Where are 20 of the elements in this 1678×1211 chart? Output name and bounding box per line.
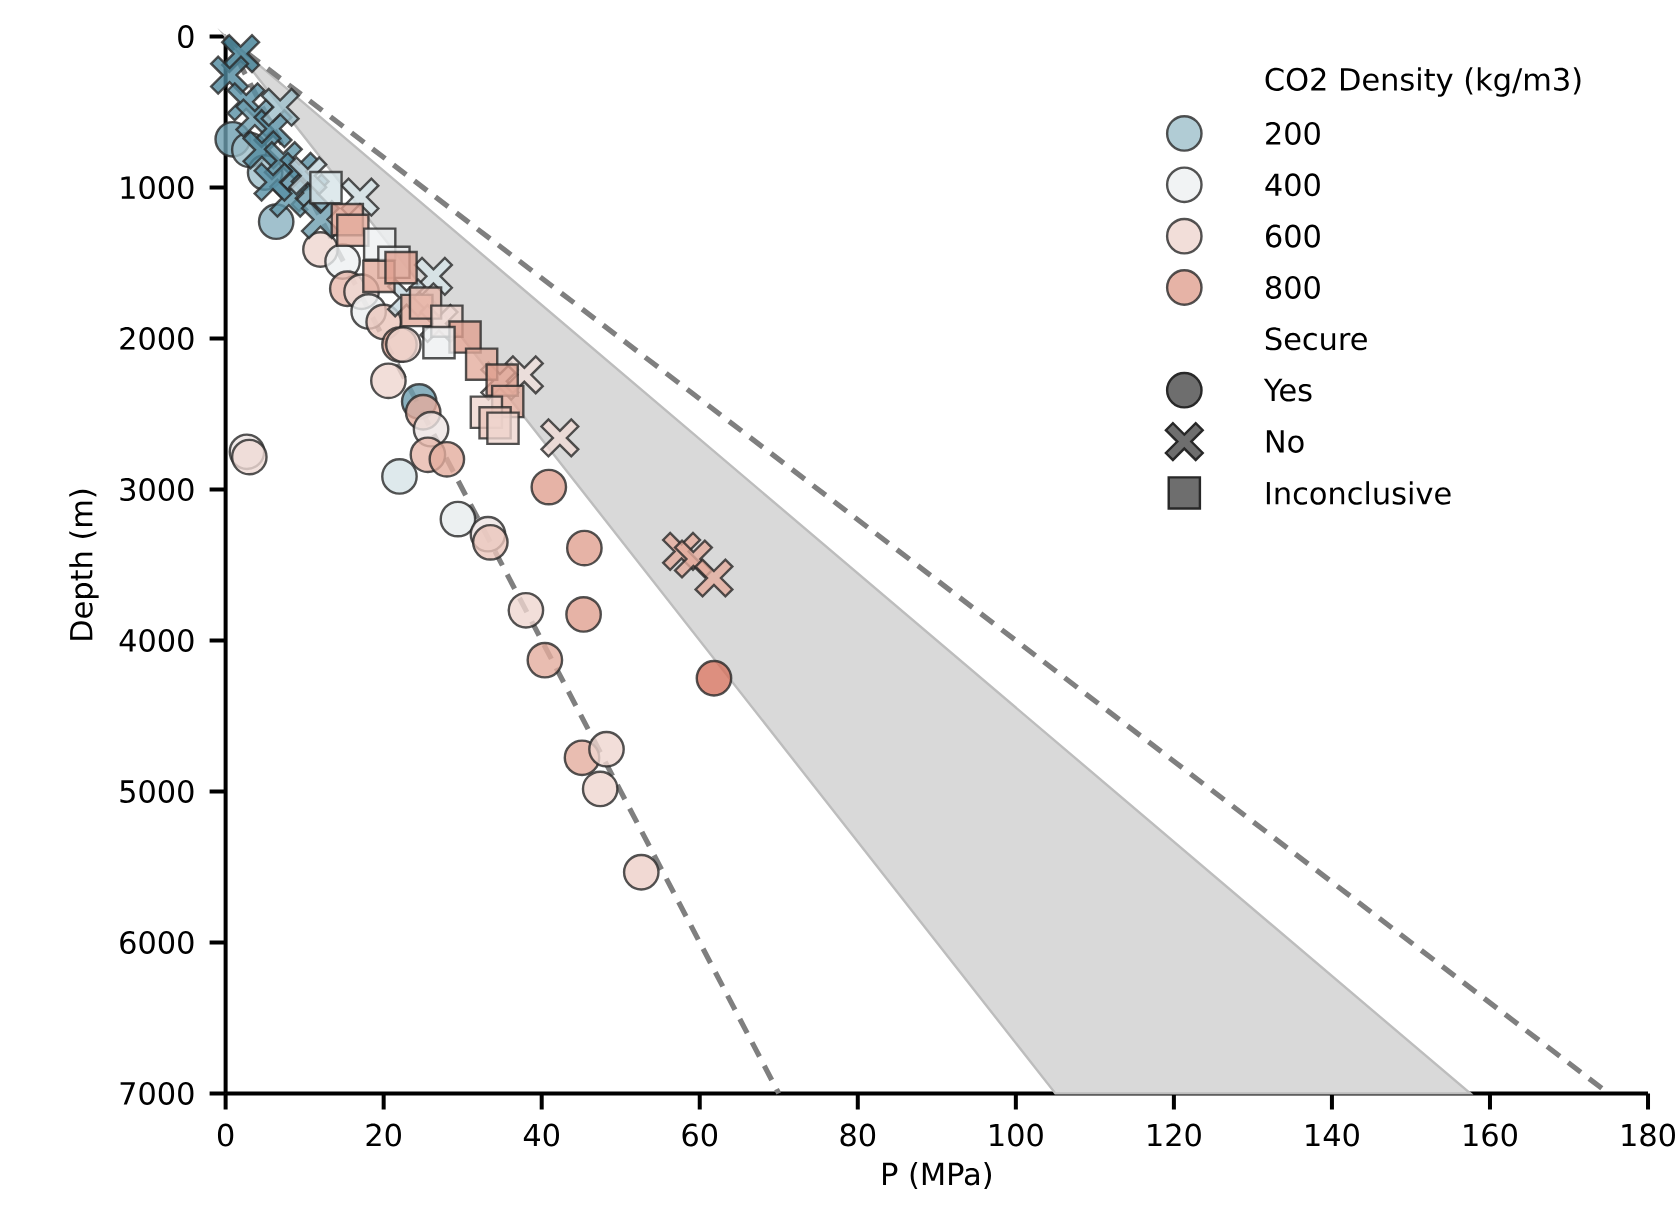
y-tick-label: 4000 [119, 628, 194, 653]
y-tick-label: 7000 [120, 1081, 194, 1105]
x-tick-label: 0 [217, 1123, 234, 1147]
x-axis-title: P (MPa) [883, 1161, 992, 1190]
x-tick-label: 180 [1622, 1123, 1675, 1147]
x-tick-label: 100 [990, 1123, 1043, 1147]
y-tick-label: 2000 [120, 327, 194, 351]
x-tick-label: 120 [1148, 1123, 1201, 1147]
y-tick-label: 0 [178, 25, 194, 49]
y-tick-label: 5000 [120, 779, 194, 803]
y-tick-label: 1000 [121, 176, 194, 200]
x-tick-label: 40 [523, 1123, 560, 1147]
y-tick-label: 3000 [120, 478, 194, 502]
x-tick-label: 160 [1464, 1123, 1517, 1147]
x-tick-label: 80 [840, 1123, 876, 1147]
x-tick-label: 60 [682, 1123, 718, 1147]
x-tick-label: 20 [366, 1123, 401, 1147]
y-axis-title: Depth (m) [69, 489, 99, 640]
y-tick-label: 6000 [120, 930, 194, 954]
x-tick-label: 140 [1306, 1123, 1359, 1147]
